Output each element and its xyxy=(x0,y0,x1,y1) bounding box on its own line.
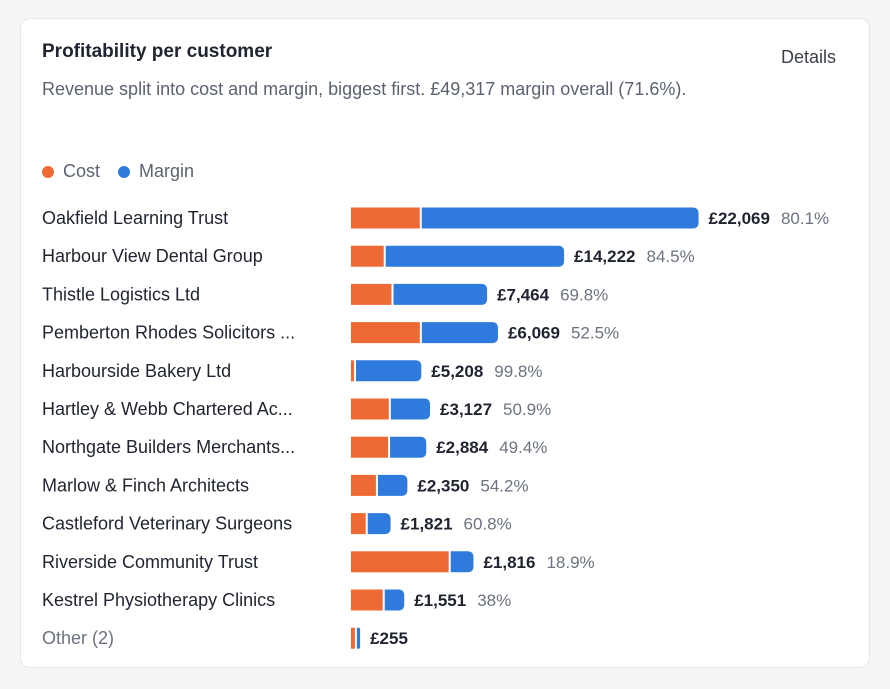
category-label: Northgate Builders Merchants... xyxy=(42,437,295,457)
margin-value-label: £1,816 xyxy=(483,553,535,572)
margin-bar xyxy=(384,589,405,611)
margin-percent-label: 80.1% xyxy=(781,209,829,228)
cost-bar xyxy=(351,398,389,420)
margin-value-label: £6,069 xyxy=(508,324,560,343)
cost-bar xyxy=(351,360,354,382)
card-subtitle: Revenue split into cost and margin, bigg… xyxy=(42,79,687,99)
margin-value-label: £7,464 xyxy=(497,285,550,304)
legend-cost-dot xyxy=(42,165,54,178)
legend-item-cost: Cost xyxy=(42,161,100,182)
margin-value-label: £5,208 xyxy=(431,362,483,381)
legend-margin-label: Margin xyxy=(139,161,195,181)
margin-bar xyxy=(377,474,408,496)
margin-bar xyxy=(421,207,699,229)
cost-bar xyxy=(351,436,389,458)
category-label: Harbour View Dental Group xyxy=(42,246,263,266)
margin-percent-label: 52.5% xyxy=(571,324,619,343)
category-label: Hartley & Webb Chartered Ac... xyxy=(42,399,293,419)
legend-item-margin: Margin xyxy=(118,161,194,182)
cost-bar xyxy=(351,283,392,305)
cost-bar xyxy=(351,589,383,611)
margin-percent-label: 99.8% xyxy=(494,362,542,381)
cost-bar xyxy=(351,474,376,496)
category-label: Other (2) xyxy=(42,628,114,648)
category-label: Pemberton Rhodes Solicitors ... xyxy=(42,323,295,343)
category-label: Marlow & Finch Architects xyxy=(42,475,249,495)
margin-percent-label: 69.8% xyxy=(560,285,608,304)
margin-bar xyxy=(450,551,474,573)
details-link[interactable]: Details xyxy=(780,47,836,67)
margin-bar xyxy=(390,398,431,420)
margin-value-label: £14,222 xyxy=(574,247,635,266)
legend-margin-dot xyxy=(118,165,131,178)
margin-value-label: £22,069 xyxy=(709,209,770,228)
cost-bar xyxy=(351,207,420,229)
margin-value-label: £2,350 xyxy=(417,476,469,495)
margin-value-label: £2,884 xyxy=(436,438,489,457)
margin-percent-label: 38% xyxy=(477,591,511,610)
stacked-bar-chart: Oakfield Learning Trust £22,069 80.1% Harbo… xyxy=(42,207,829,649)
margin-percent-label: 50.9% xyxy=(503,400,551,419)
cost-bar xyxy=(351,627,355,649)
margin-value-label: £255 xyxy=(370,629,408,648)
category-label: Castleford Veterinary Surgeons xyxy=(42,514,292,534)
profitability-card: Profitability per customer Details Reven… xyxy=(20,18,870,668)
margin-bar xyxy=(393,283,488,305)
cost-bar xyxy=(351,245,384,267)
margin-percent-label: 18.9% xyxy=(546,553,594,572)
margin-percent-label: 49.4% xyxy=(499,438,547,457)
margin-bar xyxy=(367,513,391,535)
margin-bar xyxy=(356,627,361,649)
margin-bar xyxy=(390,436,427,458)
category-label: Oakfield Learning Trust xyxy=(42,208,228,228)
margin-value-label: £3,127 xyxy=(440,400,492,419)
card-title: Profitability per customer xyxy=(42,41,273,62)
category-label: Kestrel Physiotherapy Clinics xyxy=(42,590,275,610)
margin-bar xyxy=(356,360,422,382)
margin-bar xyxy=(421,322,498,344)
cost-bar xyxy=(351,322,420,344)
margin-value-label: £1,551 xyxy=(414,591,466,610)
category-label: Thistle Logistics Ltd xyxy=(42,284,200,304)
category-label: Harbourside Bakery Ltd xyxy=(42,361,231,381)
margin-percent-label: 60.8% xyxy=(464,515,512,534)
legend-cost-label: Cost xyxy=(63,161,101,181)
cost-bar xyxy=(351,551,449,573)
cost-bar xyxy=(351,513,366,535)
category-label: Riverside Community Trust xyxy=(42,552,258,572)
margin-percent-label: 54.2% xyxy=(480,476,528,495)
margin-percent-label: 84.5% xyxy=(647,247,695,266)
chart-legend: Cost Margin xyxy=(42,161,212,182)
margin-bar xyxy=(385,245,565,267)
margin-value-label: £1,821 xyxy=(401,515,453,534)
